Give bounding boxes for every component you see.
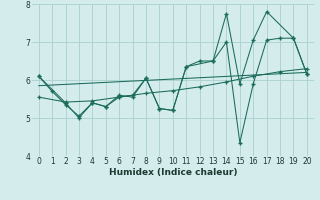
X-axis label: Humidex (Indice chaleur): Humidex (Indice chaleur) (108, 168, 237, 177)
